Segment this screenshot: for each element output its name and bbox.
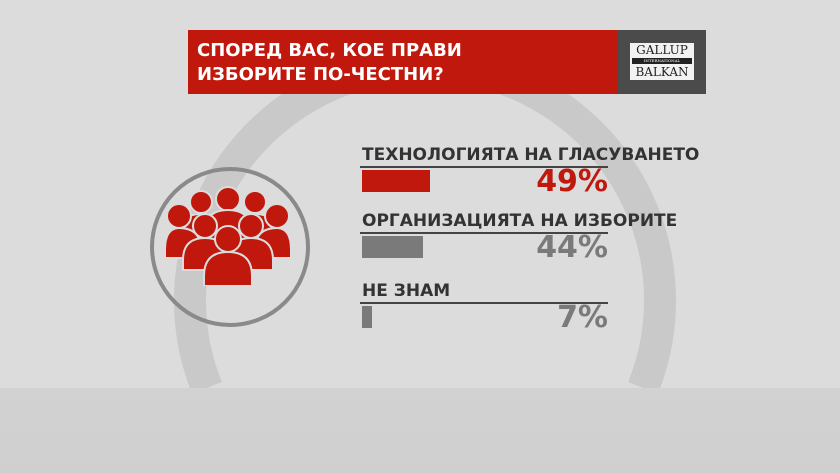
bar <box>362 236 424 258</box>
people-group-icon <box>165 186 291 286</box>
title-line-1: СПОРЕД ВАС, КОЕ ПРАВИ <box>197 40 462 61</box>
category-label: ТЕХНОЛОГИЯТА НА ГЛАСУВАНЕТО <box>362 145 700 165</box>
divider-line <box>360 302 608 304</box>
category-label: НЕ ЗНАМ <box>362 281 451 301</box>
divider-line <box>360 166 608 168</box>
bar <box>362 306 372 328</box>
category-label: ОРГАНИЗАЦИЯТА НА ИЗБОРИТЕ <box>362 211 678 231</box>
logo-line-2: INTERNATIONAL <box>632 58 692 64</box>
title-line-2: ИЗБОРИТЕ ПО-ЧЕСТНИ? <box>197 64 444 85</box>
value-label: 49% <box>536 164 608 199</box>
value-label: 7% <box>557 300 608 335</box>
bottom-band <box>0 388 840 473</box>
icon-circle <box>150 167 310 327</box>
gallup-logo: GALLUP INTERNATIONAL BALKAN <box>618 30 706 94</box>
logo-line-3: BALKAN <box>635 65 689 79</box>
logo-line-1: GALLUP <box>636 43 688 57</box>
bar <box>362 170 431 192</box>
title-banner: СПОРЕД ВАС, КОЕ ПРАВИ ИЗБОРИТЕ ПО-ЧЕСТНИ… <box>188 30 618 94</box>
divider-line <box>360 232 608 234</box>
value-label: 44% <box>536 230 608 265</box>
